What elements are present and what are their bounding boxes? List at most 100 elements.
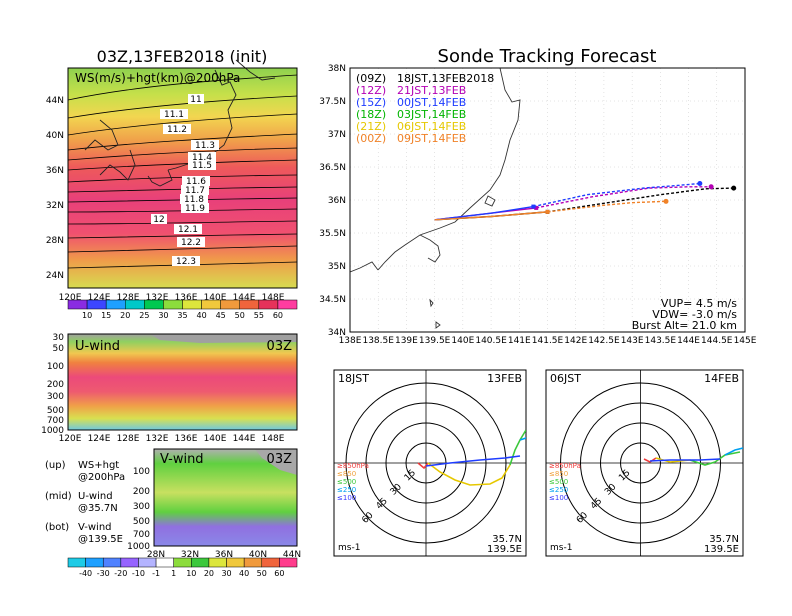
legend-z: (15Z) (356, 96, 386, 109)
track-lon-label: 141E (508, 336, 531, 346)
uwind-lon-labels: 120E 124E 128E 132E 136E 140E 144E 148E (59, 434, 285, 444)
colorbar-cell (155, 557, 174, 568)
track-lines (434, 181, 737, 221)
colorbar-tick: -20 (114, 569, 127, 578)
colorbar-cell (220, 299, 241, 310)
legend-z: (00Z) (356, 132, 386, 145)
track-title: Sonde Tracking Forecast (438, 46, 657, 67)
hodograph-time: 18JST (338, 372, 369, 385)
track-endpoint (697, 181, 703, 186)
map-lat-label: 24N (46, 271, 64, 281)
hodograph-lat: 35.7N (492, 534, 522, 545)
colorbar-cell (277, 299, 298, 310)
colorbar-tick: 40 (196, 311, 206, 320)
hodograph-level: ≥850hPa (337, 462, 369, 470)
legend-jst: 06JST,14FEB (397, 120, 466, 133)
contour-label-bg (160, 109, 188, 119)
hodograph-level: ≤250 (337, 486, 356, 494)
track-legend: (09Z) 18JST,13FEB2018 (12Z) 21JST,13FEB (15Z… (356, 72, 494, 145)
wind-colorbar: -40 -30 -20 -10 -1 1 10 20 30 40 50 60 (67, 557, 298, 578)
colorbar-tick: 25 (139, 311, 149, 320)
vwind-lat-label: 32N (181, 550, 199, 560)
uwind-gray-area (150, 334, 297, 343)
track-burst-marker (534, 205, 539, 210)
track-lat-label: 37N (328, 130, 346, 140)
contour-label: 11.8 (184, 195, 204, 205)
track-lon-label: 143.5E (645, 336, 677, 346)
map-lat-label: 32N (46, 201, 64, 211)
contour-label-bg (182, 176, 210, 186)
track-frame (349, 67, 746, 333)
colorbar-cell (258, 299, 279, 310)
colorbar-cell (163, 299, 183, 310)
contour-label-bg (188, 160, 216, 170)
vwind-level-label: 100 (133, 467, 150, 477)
colorbar-tick: 15 (101, 311, 111, 320)
track-lon-label: 144E (677, 336, 700, 346)
japan-coastline (84, 59, 276, 187)
track-lon-label: 140E (451, 336, 474, 346)
colorbar-tick: 30 (158, 311, 168, 320)
uwind-level-label: 50 (53, 344, 65, 354)
track-endpoint (708, 184, 714, 190)
uwind-lon-label: 128E (117, 434, 140, 444)
note-line1: V-wind (78, 522, 112, 533)
colorbar-cell (138, 557, 157, 568)
colorbar-cell (173, 557, 192, 568)
uwind-time: 03Z (267, 339, 293, 354)
map-lat-labels: 44N 40N 36N 32N 28N 24N (46, 96, 64, 281)
uwind-lon-label: 140E (204, 434, 227, 444)
uwind-level-label: 300 (47, 392, 64, 402)
hodograph-trace (427, 462, 511, 486)
colorbar-tick: -10 (132, 569, 145, 578)
contour-label-bg (172, 256, 200, 266)
track-lon-label: 143E (621, 336, 644, 346)
hodograph-level: ≤850 (549, 470, 568, 478)
colorbar-tick: 60 (273, 311, 283, 320)
hodograph-time: 06JST (550, 372, 581, 385)
contour-label: 12.3 (176, 257, 196, 267)
colorbar-cell (125, 299, 145, 310)
vwind-lat-label: 40N (249, 550, 267, 560)
track-lon-label: 138.5E (362, 336, 394, 346)
map-lon-label: 140E (204, 293, 227, 303)
colorbar-tick: -1 (152, 569, 160, 578)
legend-jst: 03JST,14FEB (397, 108, 466, 121)
colorbar-tick: 1 (171, 569, 176, 578)
uwind-lon-label: 144E (233, 434, 256, 444)
uwind-level-label: 200 (47, 380, 64, 390)
contour-labels: 11 11.1 11.2 11.3 11.411.5 11.611.711.811.9 12… (151, 94, 219, 267)
stat-vdw: VDW= -3.0 m/s (652, 308, 737, 321)
vwind-level-label: 200 (133, 487, 150, 497)
track-coastline (350, 68, 521, 329)
uwind-level-label: 1000 (41, 426, 64, 436)
colorbar-tick: -30 (97, 569, 110, 578)
note-key: (mid) (45, 491, 72, 502)
hodograph-trace (643, 457, 657, 463)
uwind-lon-label: 124E (88, 434, 111, 444)
contour-label-bg (163, 124, 191, 134)
track-endpoint (731, 185, 737, 191)
track-lon-labels: 138E 138.5E 139E 139.5E 140E 140.5E 141E 141.5E… (339, 336, 757, 346)
note-key: (bot) (45, 522, 69, 533)
left-map-title: 03Z,13FEB2018 (init) (97, 47, 268, 66)
track-endpoint (663, 198, 669, 204)
contour-label: 11.6 (186, 177, 206, 187)
contour-label: 12.1 (178, 225, 198, 235)
hodograph-level: ≤100 (337, 494, 356, 502)
hodograph-lon: 139.5E (487, 544, 522, 555)
ws-map-label: WS(m/s)+hgt(km)@200hPa (75, 71, 240, 85)
track-burst-marker (545, 209, 550, 214)
colorbar-cell (105, 299, 126, 310)
contour-label-bg (181, 203, 209, 213)
contour-label-bg (188, 94, 204, 104)
hodograph-date: 14FEB (704, 372, 739, 385)
hodograph-date: 13FEB (487, 372, 522, 385)
legend-jst: 18JST,13FEB2018 (397, 72, 494, 85)
vwind-level-labels: 100 200 300 500 700 1000 (127, 467, 150, 552)
colorbar-cell (201, 299, 221, 310)
vwind-lat-label: 36N (215, 550, 233, 560)
ws-map-frame (67, 67, 298, 289)
